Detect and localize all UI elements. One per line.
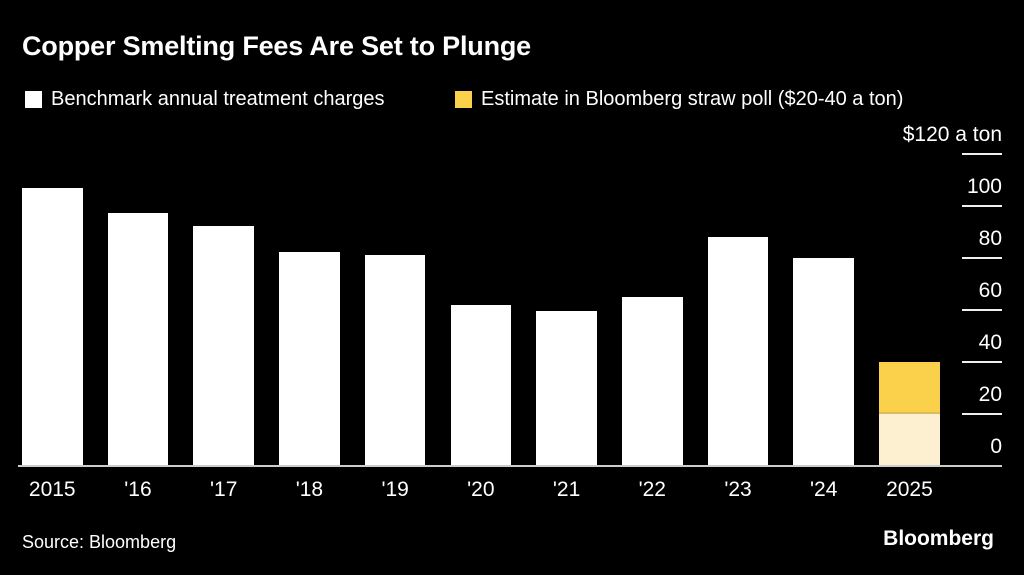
- x-axis-label-2015: 2015: [28, 478, 76, 501]
- y-axis-label-60: 60: [978, 279, 1002, 302]
- y-axis-label-80: 80: [978, 227, 1002, 250]
- bar-2015: [22, 187, 83, 466]
- bar-2025-below-estimate: [879, 414, 940, 466]
- x-axis-label-23: '23: [724, 478, 752, 501]
- x-axis-label-2025: 2025: [886, 478, 933, 501]
- x-axis-label-19: '19: [381, 478, 409, 501]
- x-axis-label-17: '17: [210, 478, 238, 501]
- y-axis-label-100: 100: [966, 175, 1002, 198]
- y-axis-tick-60: [962, 309, 1002, 311]
- x-axis-label-16: '16: [124, 478, 152, 501]
- y-axis-tick-40: [962, 361, 1002, 363]
- legend-label-estimate: Estimate in Bloomberg straw poll ($20-40…: [481, 88, 904, 110]
- x-axis-line: [18, 465, 1002, 467]
- y-axis-label-120: $120 a ton: [902, 123, 1002, 146]
- x-axis-label-18: '18: [295, 478, 324, 501]
- bar-21: [536, 311, 597, 466]
- legend-item-benchmark: Benchmark annual treatment charges: [25, 88, 385, 110]
- bar-23: [707, 237, 769, 466]
- chart-title: Copper Smelting Fees Are Set to Plunge: [22, 31, 531, 61]
- y-axis-tick-80: [962, 257, 1002, 259]
- bar-18: [279, 251, 340, 466]
- bar-16: [107, 212, 169, 466]
- y-axis-tick-20: [962, 413, 1002, 415]
- y-axis-label-40: 40: [978, 331, 1002, 354]
- bar-20: [450, 304, 512, 466]
- legend-item-estimate: Estimate in Bloomberg straw poll ($20-40…: [455, 88, 904, 110]
- bar-22: [622, 297, 683, 466]
- source-note: Source: Bloomberg: [22, 532, 177, 552]
- x-axis-label-21: '21: [552, 478, 581, 501]
- y-axis-label-0: 0: [990, 435, 1002, 458]
- bar-17: [193, 225, 254, 466]
- bloomberg-logo: Bloomberg: [883, 527, 994, 550]
- bar-2025-estimate-range: [879, 362, 940, 414]
- legend-label-benchmark: Benchmark annual treatment charges: [51, 88, 385, 110]
- y-axis-tick-120: [962, 153, 1002, 155]
- bar-19: [364, 255, 426, 466]
- x-axis-label-20: '20: [467, 478, 495, 501]
- y-axis-label-20: 20: [978, 383, 1002, 406]
- legend-swatch-estimate-icon: [455, 91, 472, 108]
- legend-swatch-benchmark-icon: [25, 91, 42, 108]
- y-axis-tick-100: [962, 205, 1002, 207]
- x-axis-label-22: '22: [638, 478, 666, 501]
- bar-24: [793, 258, 854, 466]
- x-axis-label-24: '24: [810, 478, 838, 501]
